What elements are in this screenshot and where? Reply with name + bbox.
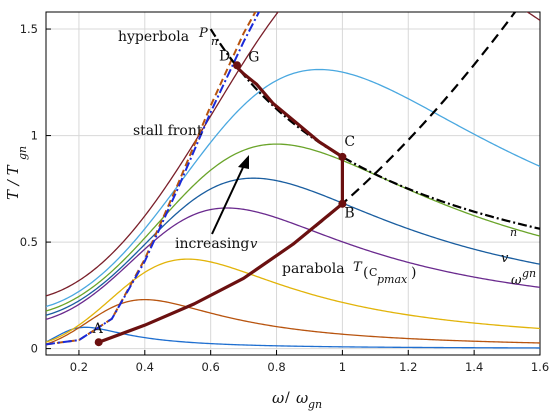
annotation-increasing: increasing — [175, 236, 249, 252]
boundary-curves — [209, 12, 540, 275]
x-tick-label: 1.6 — [531, 360, 549, 374]
stall-curve — [46, 12, 261, 346]
y-tick-label: 1.5 — [20, 22, 38, 36]
axis-ticks: 0.2 0.4 0.6 0.8 1 1.2 1.4 1.6 0 0.5 1 1.5 — [20, 22, 549, 374]
x-tick-label: 0.4 — [136, 360, 154, 374]
annotation-pn-sub: n — [211, 35, 218, 48]
point-label-B: B — [344, 206, 354, 222]
annotation-increasing-var: v — [250, 237, 258, 252]
increasing-arrow-head — [238, 155, 249, 169]
x-tick-label: 1 — [339, 360, 346, 374]
parabola-curve — [249, 12, 517, 275]
torque-curve — [46, 326, 540, 349]
y-axis-label-sub: gn — [16, 146, 29, 160]
annotation-tcp-sub2: pmax — [377, 273, 408, 286]
torque-curve — [46, 68, 540, 308]
x-tick-label: 1.4 — [465, 360, 483, 374]
point-label-D: D — [219, 48, 230, 64]
y-tick-label: 0 — [31, 342, 38, 356]
x-tick-label: 0.2 — [70, 360, 88, 374]
annotation-right-omega-sup: gn — [522, 267, 536, 280]
x-axis-label-omega: ω — [272, 389, 284, 407]
x-tick-label: 1.2 — [399, 360, 417, 374]
operating-points: A B C D G — [92, 48, 355, 347]
point-A — [94, 338, 103, 347]
stall-curves — [46, 12, 261, 346]
annotation-hyperbola: hyperbola — [118, 29, 189, 45]
operating-path-line — [98, 66, 344, 344]
torque-curve — [46, 12, 540, 297]
annotation-right-n: n — [510, 226, 517, 239]
annotation-pn: P — [198, 26, 208, 41]
point-label-A: A — [92, 321, 104, 337]
x-axis-label-slash: / — [285, 390, 290, 406]
point-label-C: C — [344, 134, 355, 150]
point-B — [338, 199, 347, 208]
y-tick-label: 1 — [31, 129, 38, 143]
y-tick-label: 0.5 — [20, 235, 38, 249]
x-tick-label: 0.6 — [202, 360, 220, 374]
torque-curve — [46, 298, 540, 345]
annotation-right-v: v — [501, 251, 509, 266]
x-axis-label-sub: gn — [308, 398, 322, 411]
annotation-right-omega: ω — [511, 273, 522, 288]
point-D — [233, 61, 242, 70]
annotation-tcp-paren-open: ( — [363, 265, 368, 281]
x-tick-label: 0.8 — [267, 360, 285, 374]
hyperbola-curve — [209, 28, 540, 230]
torque-curves — [46, 12, 540, 349]
operating-path — [98, 66, 344, 344]
annotation-parabola: parabola — [282, 261, 345, 277]
y-axis-label: T / T — [4, 164, 22, 200]
torque-curve — [46, 258, 540, 343]
torque-curve — [46, 207, 540, 320]
point-label-G: G — [248, 49, 259, 65]
torque-curve — [46, 177, 540, 316]
annotation-tcp: T — [353, 260, 363, 275]
increasing-arrow — [211, 160, 247, 235]
annotation-tcp-sub: C — [369, 266, 377, 279]
annotation-tcp-paren-close: ) — [411, 265, 416, 281]
x-axis-label-omega2: ω — [296, 389, 308, 407]
torque-curve — [46, 143, 540, 312]
plot-frame — [45, 11, 541, 356]
annotation-stall-front: stall front — [133, 123, 203, 139]
point-C — [338, 152, 347, 161]
